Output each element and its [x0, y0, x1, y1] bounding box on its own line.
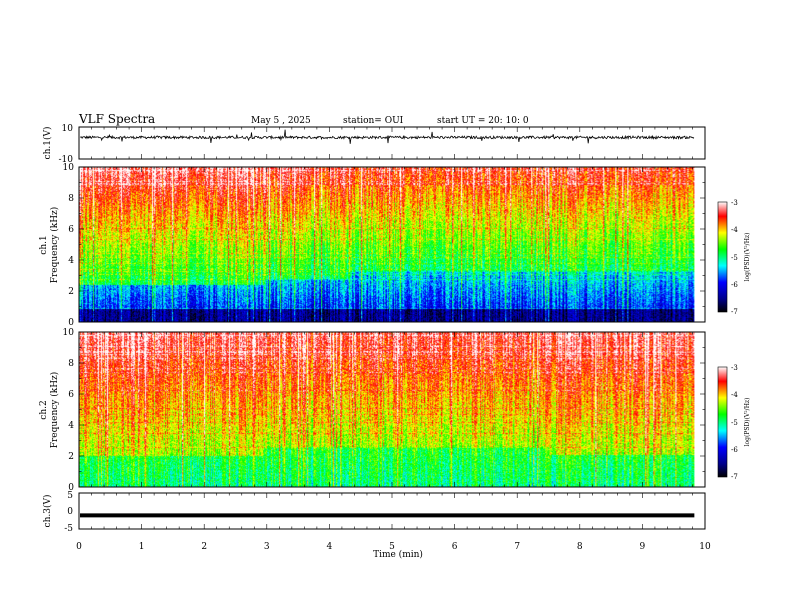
- ch2-spectrogram-panel: 0 2 4 6 8 10 ch.2 Frequency (kHz) -3 -4 -5 -6…: [39, 328, 751, 493]
- ch2-colorbar-label: log(PSD)(V²/Hz): [744, 398, 751, 447]
- y-tick-label: 2: [68, 452, 74, 462]
- ch1-ytick-top: 10: [62, 124, 74, 134]
- ch3-ytick-bottom: -5: [64, 524, 73, 534]
- y-tick-label: 10: [63, 328, 75, 338]
- ch2-colorbar-tick: -4: [731, 391, 738, 399]
- ch1-spec-ylabel-top: ch.1: [39, 235, 49, 254]
- ch1-spec-ylabel: Frequency (kHz): [49, 207, 60, 284]
- ch2-colorbar: [717, 366, 728, 478]
- header-date: May 5 , 2025: [251, 116, 311, 126]
- x-tick-label: 9: [640, 542, 646, 552]
- ch1-waveform-trace: [79, 129, 695, 144]
- y-tick-label: 4: [68, 421, 74, 431]
- ch1-colorbar-tick: -3: [731, 199, 738, 207]
- x-tick-label: 10: [699, 542, 711, 552]
- x-tick-label: 3: [264, 542, 270, 552]
- ch2-colorbar-tick: -7: [731, 473, 738, 481]
- ch1-colorbar: [717, 201, 728, 313]
- time-axis-label: Time (min): [373, 549, 423, 560]
- ch2-spec-ylabel: Frequency (kHz): [49, 372, 60, 449]
- x-tick-label: 7: [514, 542, 520, 552]
- x-tick-label: 8: [577, 542, 583, 552]
- y-tick-label: 6: [68, 225, 74, 235]
- x-tick-label: 1: [139, 542, 145, 552]
- ch1-ytick-bottom: -10: [59, 155, 74, 165]
- ch2-colorbar-tick: -3: [731, 364, 738, 372]
- y-tick-label: 0: [68, 318, 74, 328]
- ch1-spectrogram-image: [79, 167, 695, 322]
- ch3-ytick-top: 5: [67, 491, 73, 501]
- ch1-colorbar-label: log(PSD)(V²/Hz): [744, 233, 751, 282]
- header-start-time: start UT = 20: 10: 0: [437, 116, 529, 126]
- ch2-spectrogram: [79, 332, 695, 487]
- y-tick-label: 10: [63, 163, 75, 173]
- ch2-spectrogram-image: [79, 332, 695, 487]
- y-tick-label: 4: [68, 256, 74, 266]
- y-tick-label: 8: [68, 194, 74, 204]
- ch1-tick-marks: [78, 127, 706, 159]
- y-tick-label: 8: [68, 359, 74, 369]
- y-tick-label: 0: [68, 483, 74, 493]
- ch2-spectrogram-yticks: 0 2 4 6 8 10: [63, 328, 705, 493]
- y-tick-label: 6: [68, 390, 74, 400]
- ch1-spectrogram: [79, 167, 695, 322]
- ch2-colorbar-tick: -6: [731, 446, 738, 454]
- ch1-ylabel: ch.1(V): [42, 127, 53, 160]
- ch2-spec-tick-marks: [78, 332, 706, 487]
- ch2-spec-ylabel-top: ch.2: [39, 400, 49, 419]
- x-tick-label: 4: [327, 542, 333, 552]
- y-tick-label: 2: [68, 287, 74, 297]
- ch1-waveform-panel: 10 -10 ch.1(V): [42, 124, 706, 165]
- ch1-spectrogram-panel: 0 2 4 6 8 10 ch.1 Frequency (kHz) -3 -4 -5 -6…: [39, 163, 751, 328]
- ch2-colorbar-tick: -5: [731, 419, 738, 427]
- time-axis-tick-labels: 0 1 2 3 4 5 6 7 8 9 10: [76, 542, 711, 552]
- x-tick-label: 6: [452, 542, 458, 552]
- x-tick-label: 2: [201, 542, 207, 552]
- x-tick-label: 0: [76, 542, 82, 552]
- ch3-waveform-panel: 5 0 -5 ch.3(V): [42, 491, 706, 534]
- ch1-spec-tick-marks: [78, 167, 706, 322]
- ch3-tick-marks: [78, 493, 706, 529]
- ch1-spectrogram-yticks: 0 2 4 6 8 10: [63, 163, 705, 328]
- ch1-colorbar-tick: -4: [731, 226, 738, 234]
- x-tick-label: 5: [389, 542, 395, 552]
- ch1-colorbar-tick: -6: [731, 281, 738, 289]
- ch1-colorbar-tick: -5: [731, 254, 738, 262]
- ch3-waveform-frame: [78, 492, 706, 530]
- ch1-colorbar-tick: -7: [731, 308, 738, 316]
- figure-title: VLF Spectra: [78, 112, 155, 126]
- ch3-ylabel: ch.3(V): [42, 495, 53, 528]
- ch3-ytick-mid: 0: [67, 507, 73, 517]
- header-station: station= OUI: [343, 116, 404, 126]
